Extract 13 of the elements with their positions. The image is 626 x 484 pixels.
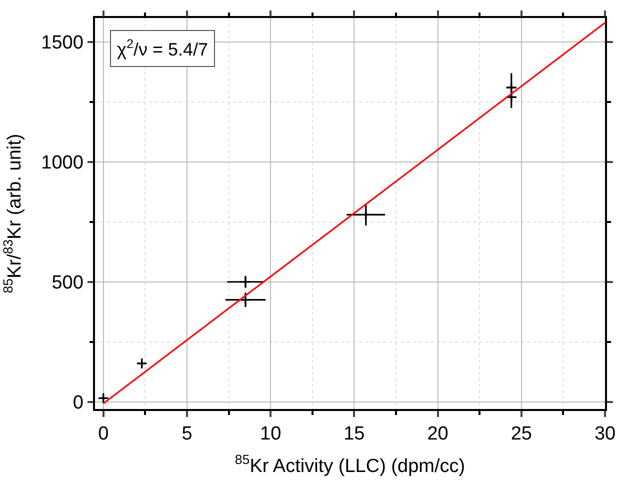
x-tick-label: 15 [344,424,365,445]
x-tick-label: 20 [427,424,448,445]
x-tick-label: 30 [594,424,616,445]
x-tick-label: 10 [260,424,282,445]
y-tick-label: 1500 [41,32,84,54]
y-tick-label: 500 [52,272,84,294]
x-tick-label: 5 [182,424,192,445]
annotation: χ$^{2}$/ν = 5.4/7 [117,37,208,60]
y-tick-label: 1000 [41,152,84,174]
x-axis-title: $^{85}$Kr Activity (LLC) (dpm/cc) [234,452,466,477]
y-tick-label: 0 [72,392,84,414]
x-tick-label: 0 [98,424,109,445]
x-tick-label: 25 [510,424,532,445]
